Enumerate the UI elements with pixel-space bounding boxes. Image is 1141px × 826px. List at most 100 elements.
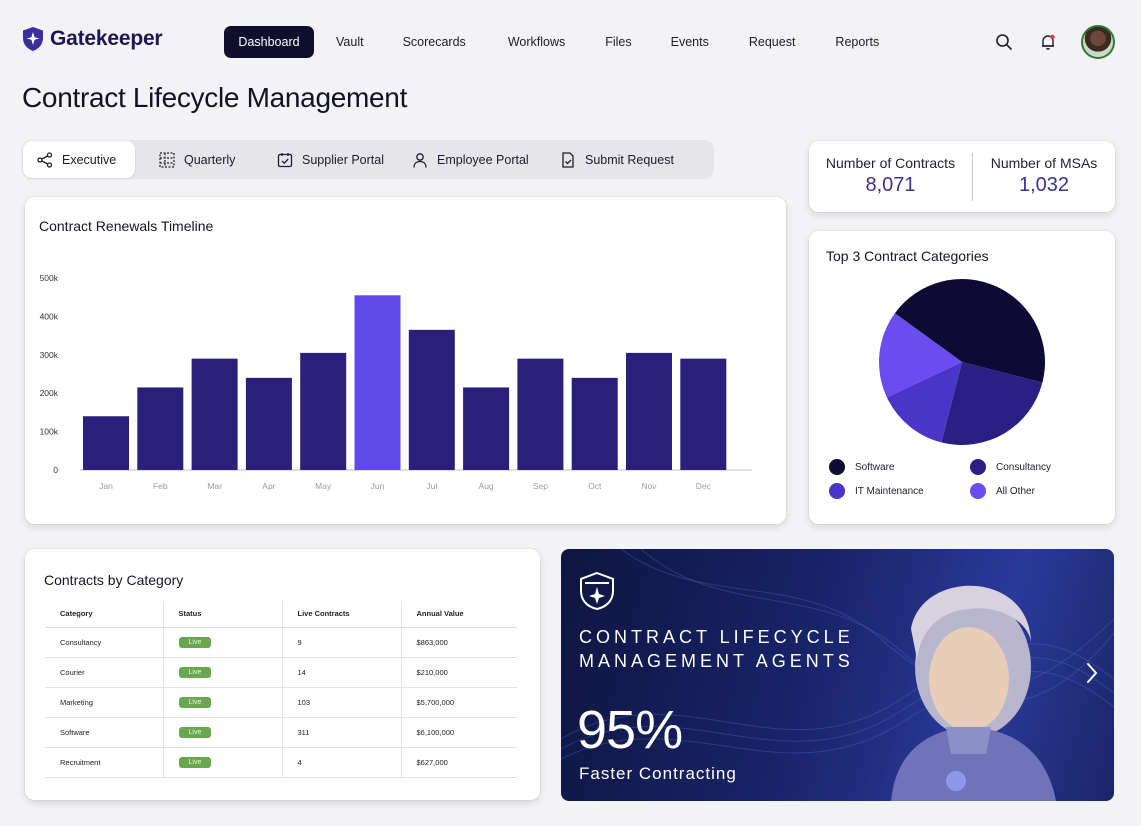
status-badge: Live [178,666,212,678]
cell-status: Live [162,627,282,658]
promo-wave-background [561,549,1114,801]
user-avatar[interactable] [1081,25,1115,59]
table-row[interactable]: Consultancy Live 9 $863,000 [45,627,517,658]
bar-may[interactable] [300,352,347,470]
pie-slice-consultancy[interactable] [941,362,1043,445]
stat-msas-label: Number of MSAs [990,155,1098,171]
pie-slice-software[interactable] [894,279,1045,383]
cell-annual-value: $210,000 [400,657,517,688]
status-badge: Live [178,756,212,768]
bar-dec[interactable] [680,358,727,470]
tab-executive-label: Executive [62,152,117,167]
x-tick-label: Oct [588,481,602,491]
table-row[interactable]: Marketing Live 103 $5,700,000 [45,687,517,718]
category-table-title: Contracts by Category [44,572,184,588]
table-row[interactable]: Recruitment Live 4 $627,000 [45,747,517,778]
cell-annual-value: $627,000 [400,747,517,778]
nav-item-scorecards[interactable]: Scorecards [402,35,466,49]
legend-software: Software [829,459,894,475]
bar-jan[interactable] [83,416,129,470]
category-table-card: Contracts by Category Category Status Li… [25,549,540,800]
share-nodes-icon [37,151,53,168]
tab-supplier-portal-label: Supplier Portal [302,152,384,167]
tab-employee-portal[interactable]: Employee Portal [398,141,550,178]
dashboard-tabs: Executive Quarterly Supplier Portal Empl… [22,140,714,179]
y-tick-label: 300k [40,350,59,360]
renewals-chart-card: Contract Renewals Timeline 0 100k 200k 300k… [25,197,786,524]
tab-executive[interactable]: Executive [23,141,135,178]
table-row[interactable]: Courier Live 14 $210,000 [45,657,517,688]
bar-sep[interactable] [517,358,564,470]
legend-all-other: All Other [970,483,1035,499]
legend-consultancy-swatch [970,459,986,475]
nav-item-files[interactable]: Files [605,35,632,49]
nav-item-dashboard[interactable]: Dashboard [224,26,314,58]
page-title: Contract Lifecycle Management [22,82,408,113]
bar-jun[interactable] [354,295,401,470]
x-tick-label: Sep [533,481,548,491]
bell-notification-icon[interactable] [1037,31,1059,53]
promo-banner[interactable]: CONTRACT LIFECYCLE MANAGEMENT AGENTS 95%… [561,549,1114,801]
bar-mar[interactable] [191,358,238,470]
cell-category: Consultancy [45,627,163,658]
bar-oct[interactable] [571,377,618,470]
promo-percentage: 95% [577,700,683,760]
y-tick-label: 0 [53,465,58,475]
tab-submit-request[interactable]: Submit Request [550,141,700,178]
column-header-status: Status [162,601,282,628]
legend-it-maintenance-label: IT Maintenance [855,485,924,497]
user-icon [413,152,427,168]
status-badge: Live [178,696,212,708]
x-tick-label: May [315,481,332,491]
cell-annual-value: $863,000 [400,627,517,658]
stat-msas: Number of MSAs 1,032 [973,155,1115,197]
pie-slice-all-other[interactable] [879,313,962,398]
chevron-right-icon[interactable] [1084,661,1100,690]
cell-live-contracts: 4 [281,747,401,778]
x-tick-label: Jul [426,481,437,491]
stat-msas-value: 1,032 [1018,174,1070,196]
tab-quarterly[interactable]: Quarterly [135,141,251,178]
y-tick-label: 500k [40,273,59,283]
renewals-bar-chart: 0 100k 200k 300k 400k 500k Jan Feb Mar Apr May Jun J… [40,273,752,491]
stat-contracts: Number of Contracts 8,071 [809,155,972,197]
legend-all-other-label: All Other [996,485,1035,497]
column-header-category: Category [45,601,163,628]
tab-quarterly-label: Quarterly [184,152,236,167]
legend-software-swatch [829,459,845,475]
bar-aug[interactable] [463,387,510,470]
bar-feb[interactable] [137,387,184,470]
nav-item-reports[interactable]: Reports [835,35,880,49]
x-tick-label: Jan [99,481,113,491]
renewals-chart-title: Contract Renewals Timeline [39,218,214,234]
cell-category: Recruitment [45,747,163,778]
y-tick-label: 400k [40,311,59,321]
cell-live-contracts: 103 [281,687,401,718]
shield-logo-icon [23,27,43,51]
cell-category: Software [45,717,163,748]
x-tick-label: Apr [262,481,275,491]
status-badge: Live [178,726,212,738]
nav-item-events[interactable]: Events [670,35,709,49]
pie-slice-it-maintenance[interactable] [886,362,962,443]
cell-status: Live [162,717,282,748]
y-tick-label: 100k [40,427,59,437]
bar-apr[interactable] [245,377,292,470]
legend-consultancy-label: Consultancy [996,461,1052,473]
tab-supplier-portal[interactable]: Supplier Portal [251,141,398,178]
bar-nov[interactable] [626,352,672,470]
bar-jul[interactable] [408,329,455,470]
table-row[interactable]: Software Live 311 $6,100,000 [45,717,517,748]
x-tick-label: Nov [641,481,657,491]
shield-star-logo-icon [580,571,614,611]
top-nav: Dashboard Vault Scorecards Workflows Fil… [224,26,879,58]
cell-live-contracts: 9 [281,627,401,658]
cell-annual-value: $5,700,000 [400,687,517,718]
cell-status: Live [162,747,282,778]
nav-item-workflows[interactable]: Workflows [507,35,566,49]
column-header-live-contracts: Live Contracts [281,601,401,628]
nav-item-vault[interactable]: Vault [336,35,364,49]
nav-item-request[interactable]: Request [748,35,796,49]
gatekeeper-logo[interactable]: Gatekeeper [22,26,163,52]
search-icon[interactable] [993,31,1015,53]
